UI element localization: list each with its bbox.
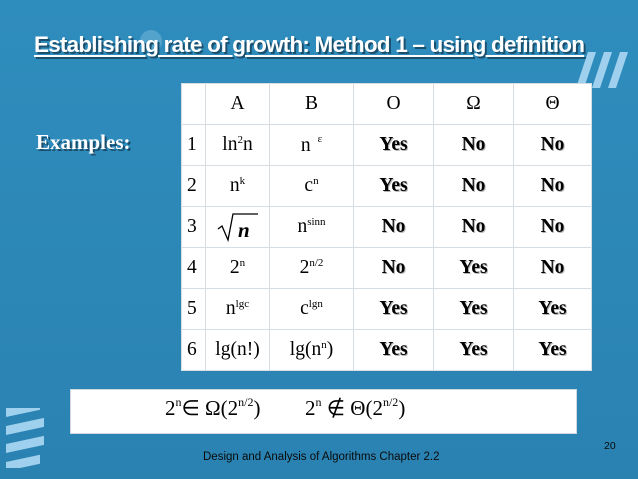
table-row: 6 lg(n!) lg(nn) Yes Yes Yes bbox=[181, 329, 592, 371]
row-number: 5 bbox=[181, 288, 206, 330]
table-row: 2 nk cn Yes No No bbox=[181, 165, 592, 207]
cell-big-o: No bbox=[353, 206, 434, 248]
header-omega: Ω bbox=[433, 83, 514, 125]
slide-footer: Design and Analysis of Algorithms Chapte… bbox=[203, 451, 440, 463]
cell-theta: No bbox=[513, 165, 592, 207]
formula-right-class: Θ(2 bbox=[350, 396, 383, 420]
table-row: 4 2n 2n/2 No Yes No bbox=[181, 247, 592, 289]
cell-a: 2n bbox=[205, 247, 270, 289]
title-decoration bbox=[140, 30, 162, 52]
cell-a: nlgc bbox=[205, 288, 270, 330]
table-header-row: A B O Ω Θ bbox=[181, 83, 592, 125]
cell-theta: No bbox=[513, 206, 592, 248]
element-of-symbol: ∈ bbox=[181, 396, 200, 420]
cell-a: n bbox=[205, 206, 270, 248]
formula-left-exp: n bbox=[175, 395, 182, 409]
formula-right-exp: n bbox=[315, 395, 322, 409]
formula-line: 2n∈ Ω(2n/2) 2n ∉ Θ(2n/2) bbox=[165, 395, 406, 420]
formula-box bbox=[70, 389, 577, 434]
corner-bars-decoration bbox=[6, 408, 44, 468]
cell-omega: Yes bbox=[433, 247, 514, 289]
cell-theta: No bbox=[513, 247, 592, 289]
header-big-o: O bbox=[353, 83, 434, 125]
page-number: 20 bbox=[604, 440, 616, 452]
cell-b: clgn bbox=[269, 288, 354, 330]
row-number: 6 bbox=[181, 329, 206, 371]
slide-title: Establishing rate of growth: Method 1 – … bbox=[34, 32, 585, 57]
cell-omega: No bbox=[433, 165, 514, 207]
cell-b: lg(nn) bbox=[269, 329, 354, 371]
cell-big-o: No bbox=[353, 247, 434, 289]
cell-big-o: Yes bbox=[353, 165, 434, 207]
sqrt-radicand: n bbox=[238, 218, 250, 242]
cell-omega: Yes bbox=[433, 288, 514, 330]
cell-big-o: Yes bbox=[353, 124, 434, 166]
cell-b: cn bbox=[269, 165, 354, 207]
row-number: 2 bbox=[181, 165, 206, 207]
cell-b: nsinn bbox=[269, 206, 354, 248]
row-number: 4 bbox=[181, 247, 206, 289]
formula-left-class-exp: n/2 bbox=[238, 395, 254, 409]
cell-big-o: Yes bbox=[353, 329, 434, 371]
header-a: A bbox=[205, 83, 270, 125]
header-b: B bbox=[269, 83, 354, 125]
square-root-symbol: n bbox=[217, 213, 258, 242]
examples-label: Examples: bbox=[36, 130, 131, 154]
cell-omega: Yes bbox=[433, 329, 514, 371]
row-number: 3 bbox=[181, 206, 206, 248]
cell-omega: No bbox=[433, 124, 514, 166]
not-element-of-symbol: ∉ bbox=[326, 396, 346, 420]
table-row: 5 nlgc clgn Yes Yes Yes bbox=[181, 288, 592, 330]
header-num-cell bbox=[181, 83, 206, 125]
cell-big-o: Yes bbox=[353, 288, 434, 330]
cell-theta: Yes bbox=[513, 288, 592, 330]
formula-right-base: 2 bbox=[305, 396, 316, 420]
formula-left-base: 2 bbox=[165, 396, 176, 420]
cell-a: lg(n!) bbox=[205, 329, 270, 371]
row-number: 1 bbox=[181, 124, 206, 166]
formula-left-class: Ω(2 bbox=[205, 396, 239, 420]
cell-b: 2n/2 bbox=[269, 247, 354, 289]
cell-a: ln2n bbox=[205, 124, 270, 166]
cell-theta: Yes bbox=[513, 329, 592, 371]
cell-theta: No bbox=[513, 124, 592, 166]
header-theta: Θ bbox=[513, 83, 592, 125]
corner-stripes-decoration bbox=[576, 52, 628, 88]
formula-right-class-exp: n/2 bbox=[382, 395, 399, 409]
table-row: 3 n nsinn No No No bbox=[181, 206, 592, 248]
cell-omega: No bbox=[433, 206, 514, 248]
cell-a: nk bbox=[205, 165, 270, 207]
